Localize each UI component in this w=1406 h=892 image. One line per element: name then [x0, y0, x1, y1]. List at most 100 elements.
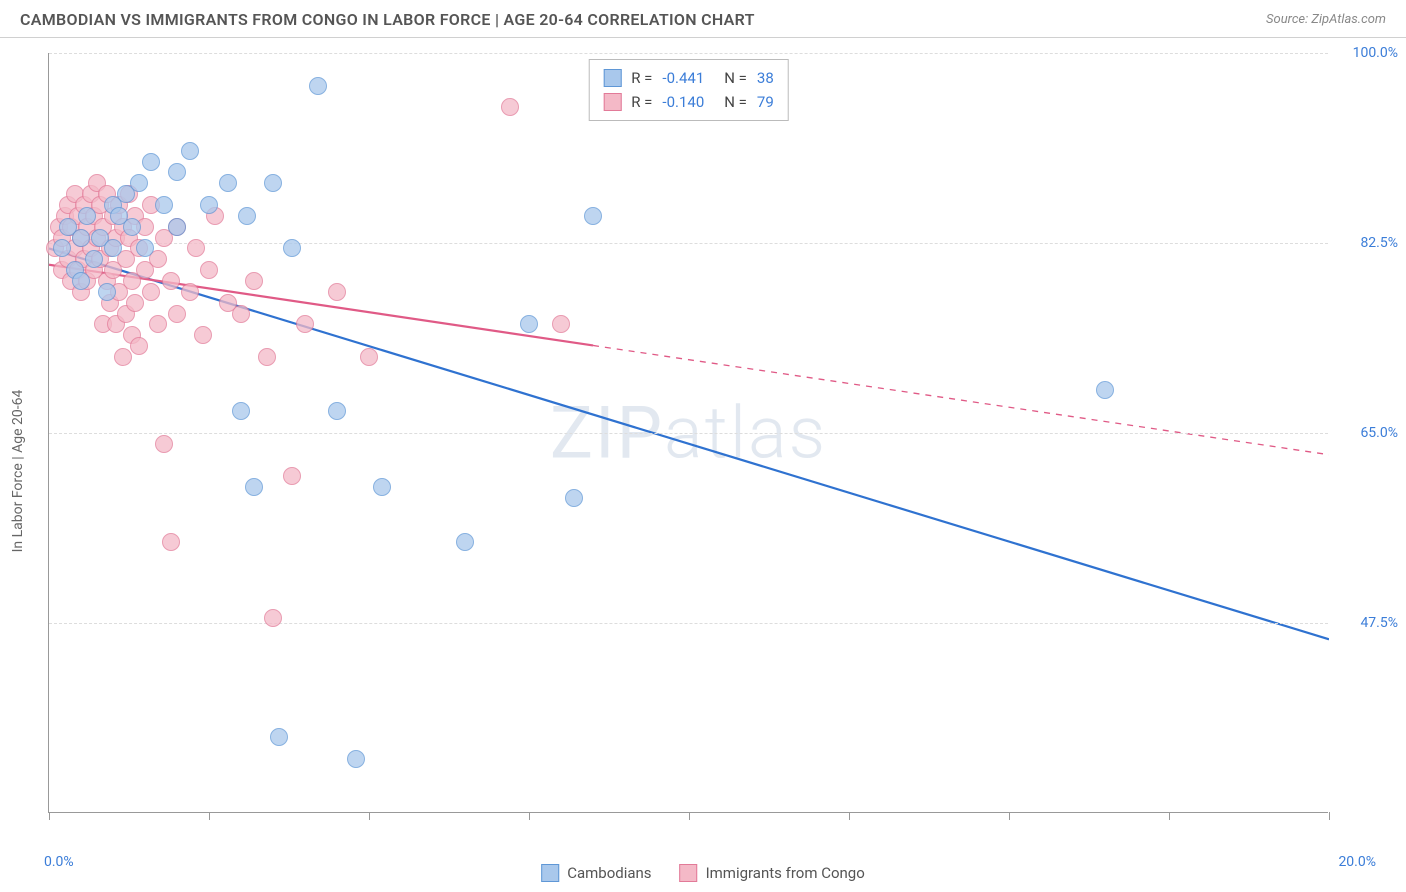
data-point — [85, 250, 103, 268]
data-point — [181, 283, 199, 301]
data-point — [309, 77, 327, 95]
gridline — [49, 53, 1328, 54]
legend-swatch-2 — [680, 864, 698, 882]
data-point — [501, 98, 519, 116]
data-point — [136, 239, 154, 257]
data-point — [264, 609, 282, 627]
data-point — [283, 239, 301, 257]
data-point — [162, 272, 180, 290]
data-point — [232, 402, 250, 420]
x-axis-max-label: 20.0% — [1338, 854, 1376, 870]
data-point — [1096, 381, 1114, 399]
data-point — [142, 153, 160, 171]
data-point — [104, 239, 122, 257]
chart-header: CAMBODIAN VS IMMIGRANTS FROM CONGO IN LA… — [0, 0, 1406, 38]
legend-label-1: Cambodians — [567, 864, 651, 882]
data-point — [78, 207, 96, 225]
gridline — [49, 243, 1328, 244]
legend-item-2: Immigrants from Congo — [680, 864, 865, 882]
n-value-2: 79 — [757, 90, 774, 114]
data-point — [114, 348, 132, 366]
data-point — [181, 142, 199, 160]
data-point — [584, 207, 602, 225]
data-point — [98, 283, 116, 301]
gridline — [49, 623, 1328, 624]
data-point — [72, 272, 90, 290]
data-point — [219, 174, 237, 192]
legend-swatch-1 — [541, 864, 559, 882]
swatch-series-2 — [603, 93, 621, 111]
data-point — [270, 728, 288, 746]
data-point — [168, 305, 186, 323]
data-point — [373, 478, 391, 496]
r-value-2: -0.140 — [662, 90, 704, 114]
correlation-row-1: R = -0.441 N = 38 — [603, 66, 774, 90]
data-point — [360, 348, 378, 366]
data-point — [194, 326, 212, 344]
x-tick — [1009, 812, 1010, 820]
data-point — [245, 478, 263, 496]
legend: Cambodians Immigrants from Congo — [541, 864, 865, 882]
data-point — [456, 533, 474, 551]
data-point — [328, 283, 346, 301]
r-label: R = — [631, 90, 652, 114]
data-point — [232, 305, 250, 323]
swatch-series-1 — [603, 69, 621, 87]
x-tick — [689, 812, 690, 820]
y-tick-label: 65.0% — [1360, 425, 1398, 441]
y-axis-title: In Labor Force | Age 20-64 — [10, 390, 26, 553]
x-tick — [1329, 812, 1330, 820]
data-point — [123, 218, 141, 236]
data-point — [264, 174, 282, 192]
data-point — [142, 283, 160, 301]
data-point — [347, 750, 365, 768]
x-tick — [369, 812, 370, 820]
x-tick — [529, 812, 530, 820]
x-tick — [209, 812, 210, 820]
y-tick-label: 100.0% — [1353, 45, 1398, 61]
data-point — [126, 294, 144, 312]
data-point — [238, 207, 256, 225]
legend-item-1: Cambodians — [541, 864, 651, 882]
n-label: N = — [724, 66, 747, 90]
data-point — [552, 315, 570, 333]
data-point — [130, 174, 148, 192]
data-point — [328, 402, 346, 420]
data-point — [130, 337, 148, 355]
correlation-row-2: R = -0.140 N = 79 — [603, 90, 774, 114]
y-tick-label: 47.5% — [1360, 615, 1398, 631]
data-point — [520, 315, 538, 333]
gridline — [49, 433, 1328, 434]
n-label: N = — [724, 90, 747, 114]
data-point — [162, 533, 180, 551]
n-value-1: 38 — [757, 66, 774, 90]
x-tick — [49, 812, 50, 820]
data-point — [187, 239, 205, 257]
data-point — [283, 467, 301, 485]
data-point — [258, 348, 276, 366]
r-label: R = — [631, 66, 652, 90]
data-point — [149, 315, 167, 333]
y-tick-label: 82.5% — [1360, 235, 1398, 251]
chart-source: Source: ZipAtlas.com — [1266, 12, 1386, 27]
data-point — [565, 489, 583, 507]
data-point — [53, 239, 71, 257]
data-point — [245, 272, 263, 290]
data-point — [155, 196, 173, 214]
data-point — [200, 196, 218, 214]
legend-label-2: Immigrants from Congo — [706, 864, 865, 882]
data-point — [200, 261, 218, 279]
x-tick — [1169, 812, 1170, 820]
scatter-plot: ZIPatlas R = -0.441 N = 38 R = -0.140 N … — [48, 53, 1328, 813]
data-point — [296, 315, 314, 333]
x-tick — [849, 812, 850, 820]
chart-area: In Labor Force | Age 20-64 ZIPatlas R = … — [0, 38, 1406, 888]
data-point — [168, 163, 186, 181]
r-value-1: -0.441 — [662, 66, 704, 90]
correlation-box: R = -0.441 N = 38 R = -0.140 N = 79 — [588, 59, 789, 121]
data-point — [72, 229, 90, 247]
data-point — [155, 435, 173, 453]
data-point — [168, 218, 186, 236]
x-axis-min-label: 0.0% — [44, 854, 74, 870]
chart-title: CAMBODIAN VS IMMIGRANTS FROM CONGO IN LA… — [20, 10, 755, 29]
